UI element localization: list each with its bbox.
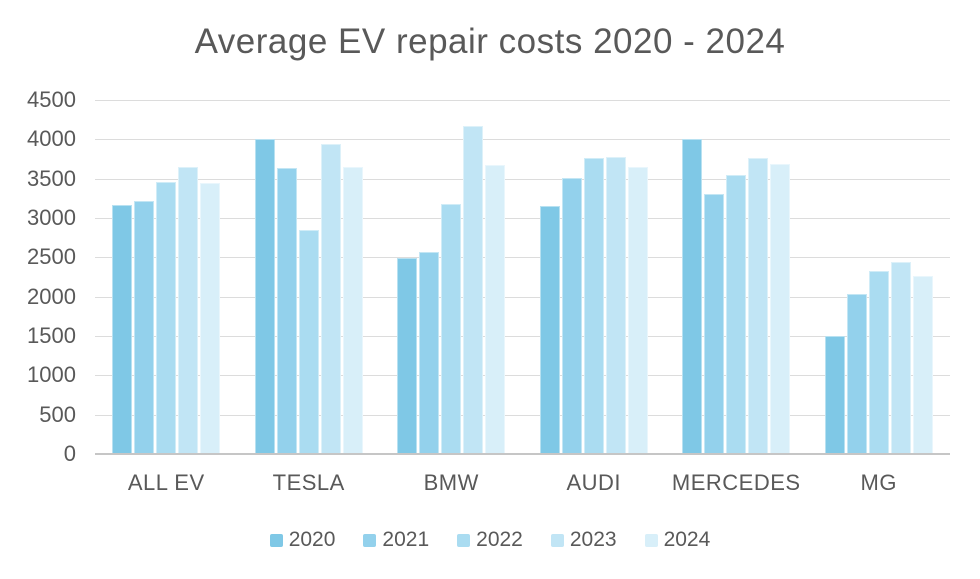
y-axis-tick-label: 1000 <box>27 362 76 388</box>
bar <box>200 183 221 454</box>
gridline <box>95 100 950 101</box>
y-axis-tick-label: 500 <box>39 401 76 427</box>
x-axis-category-label: MG <box>860 470 897 495</box>
gridline <box>95 218 950 219</box>
gridline <box>95 375 950 377</box>
bar <box>441 204 462 454</box>
bar <box>726 175 747 454</box>
x-axis-category-label: ALL EV <box>127 470 205 495</box>
bar <box>846 294 867 454</box>
x-axis-category-label: BMW <box>423 470 479 495</box>
plot-area <box>95 100 950 455</box>
legend-label: 2023 <box>569 528 617 551</box>
bar <box>156 182 177 454</box>
bar-group <box>808 100 951 454</box>
gridline <box>95 336 950 337</box>
y-axis-tick-label: 1500 <box>27 323 76 348</box>
gridline <box>95 139 950 141</box>
gridline <box>95 414 950 416</box>
legend-label: 2024 <box>663 528 711 551</box>
gridline <box>95 257 950 259</box>
x-axis-baseline <box>95 453 950 455</box>
legend-item: 2020 <box>269 528 336 552</box>
gridline <box>95 296 950 298</box>
bar-group <box>238 100 381 454</box>
bar <box>298 230 319 454</box>
bar <box>539 206 560 454</box>
legend-item: 2023 <box>550 528 617 552</box>
bar <box>419 252 440 454</box>
bar <box>254 139 275 454</box>
bar <box>112 205 133 454</box>
legend-item: 2024 <box>644 528 711 552</box>
bar-group <box>665 100 808 454</box>
bar <box>397 258 418 454</box>
legend-swatch-icon <box>363 533 377 547</box>
bar <box>890 262 911 454</box>
bar <box>770 164 791 454</box>
y-axis: 0 500 1000 1500 2000 2500 3000 3500 4000 4500 <box>0 89 80 465</box>
legend-swatch-icon <box>457 533 471 547</box>
bar <box>320 144 341 454</box>
y-axis-tick-label: 2000 <box>27 283 76 309</box>
y-axis-tick-label: 4500 <box>27 87 76 112</box>
y-axis-tick-label: 3500 <box>27 165 76 191</box>
bar <box>342 167 363 454</box>
chart-title: Average EV repair costs 2020 - 2024 <box>194 22 786 61</box>
x-axis-category-label: MERCEDES <box>671 470 801 495</box>
bar <box>134 201 155 454</box>
legend-label: 2022 <box>476 528 523 551</box>
bar <box>868 271 889 454</box>
bar <box>276 168 297 454</box>
bar <box>912 276 933 454</box>
bar-group <box>380 100 523 454</box>
y-axis-tick-label: 4000 <box>27 126 76 152</box>
bar <box>561 178 582 454</box>
x-axis-category-label: AUDI <box>566 470 622 495</box>
bar <box>605 157 626 454</box>
bar <box>178 167 199 454</box>
bar <box>748 158 769 454</box>
legend-item: 2022 <box>457 528 523 552</box>
legend: 2020 2021 2022 2023 2024 <box>0 528 980 552</box>
y-axis-tick-label: 2500 <box>27 244 76 270</box>
y-axis-tick-label: 0 <box>63 441 76 466</box>
legend-label: 2021 <box>382 528 430 551</box>
bar-group <box>523 100 666 454</box>
bar <box>627 167 648 454</box>
bar <box>463 126 484 454</box>
bar <box>824 336 845 454</box>
y-axis-tick-label: 3000 <box>27 205 76 230</box>
bar <box>583 158 604 454</box>
legend-label: 2020 <box>288 528 336 551</box>
legend-item: 2021 <box>363 528 429 552</box>
legend-swatch-icon <box>269 533 283 547</box>
bar <box>704 194 725 454</box>
x-axis: ALL EV TESLA BMW AUDI MERCEDES MG <box>95 470 950 498</box>
x-axis-category-label: TESLA <box>272 470 345 495</box>
legend-swatch-icon <box>644 533 658 547</box>
bar <box>485 165 506 454</box>
bar <box>682 139 703 454</box>
gridline <box>95 178 950 180</box>
bar-group <box>95 100 238 454</box>
bar-groups <box>95 100 950 454</box>
legend-swatch-icon <box>550 533 564 547</box>
